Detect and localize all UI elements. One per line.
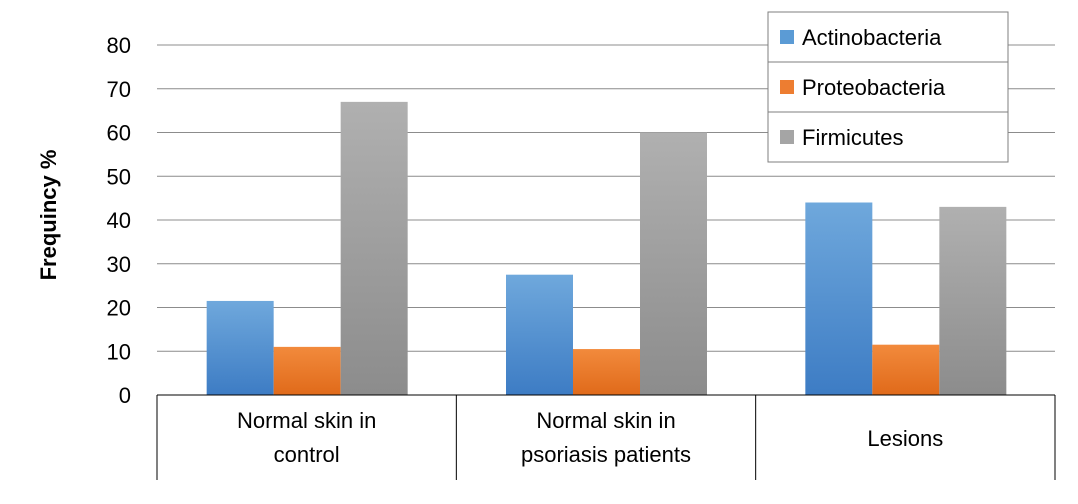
y-tick-label: 10 bbox=[107, 339, 131, 364]
legend-label-firmicutes: Firmicutes bbox=[802, 125, 903, 150]
y-tick-label: 70 bbox=[107, 77, 131, 102]
bar-firmicutes bbox=[640, 132, 707, 395]
x-category-label: psoriasis patients bbox=[521, 442, 691, 467]
legend-label-proteobacteria: Proteobacteria bbox=[802, 75, 946, 100]
legend-swatch-proteobacteria bbox=[780, 80, 794, 94]
y-tick-label: 0 bbox=[119, 383, 131, 408]
x-axis bbox=[156, 394, 1056, 480]
y-tick-label: 30 bbox=[107, 252, 131, 277]
bar-firmicutes bbox=[939, 206, 1007, 395]
bar-actinobacteria bbox=[805, 202, 873, 395]
x-category-label: Lesions bbox=[867, 426, 943, 451]
legend-swatch-actinobacteria bbox=[780, 30, 794, 44]
y-tick-label: 50 bbox=[107, 164, 131, 189]
legend-label-actinobacteria: Actinobacteria bbox=[802, 25, 942, 50]
y-tick-label: 20 bbox=[107, 296, 131, 321]
y-tick-label: 60 bbox=[107, 121, 131, 146]
y-tick-label: 80 bbox=[107, 33, 131, 58]
legend-box bbox=[767, 11, 1009, 163]
bar-actinobacteria bbox=[206, 300, 274, 395]
bars bbox=[206, 101, 1007, 395]
y-axis-label: Frequincy % bbox=[36, 150, 61, 281]
y-tick-label: 40 bbox=[107, 208, 131, 233]
x-category-label: Normal skin in bbox=[237, 408, 376, 433]
legend: Actinobacteria Proteobacteria Firmicutes bbox=[767, 11, 1009, 163]
bar-proteobacteria bbox=[872, 344, 940, 395]
legend-swatch-firmicutes bbox=[780, 130, 794, 144]
gridlines bbox=[157, 44, 1055, 352]
x-category-label: control bbox=[274, 442, 340, 467]
y-axis-ticks: 0 10 20 30 40 50 60 70 80 bbox=[107, 33, 131, 408]
x-category-label: Normal skin in bbox=[536, 408, 675, 433]
bar-firmicutes bbox=[340, 101, 408, 395]
bar-actinobacteria bbox=[506, 274, 573, 395]
bar-proteobacteria bbox=[273, 346, 341, 395]
x-axis-category-labels: Normal skin in control Normal skin in psori… bbox=[237, 408, 943, 467]
bar-proteobacteria bbox=[573, 349, 640, 395]
